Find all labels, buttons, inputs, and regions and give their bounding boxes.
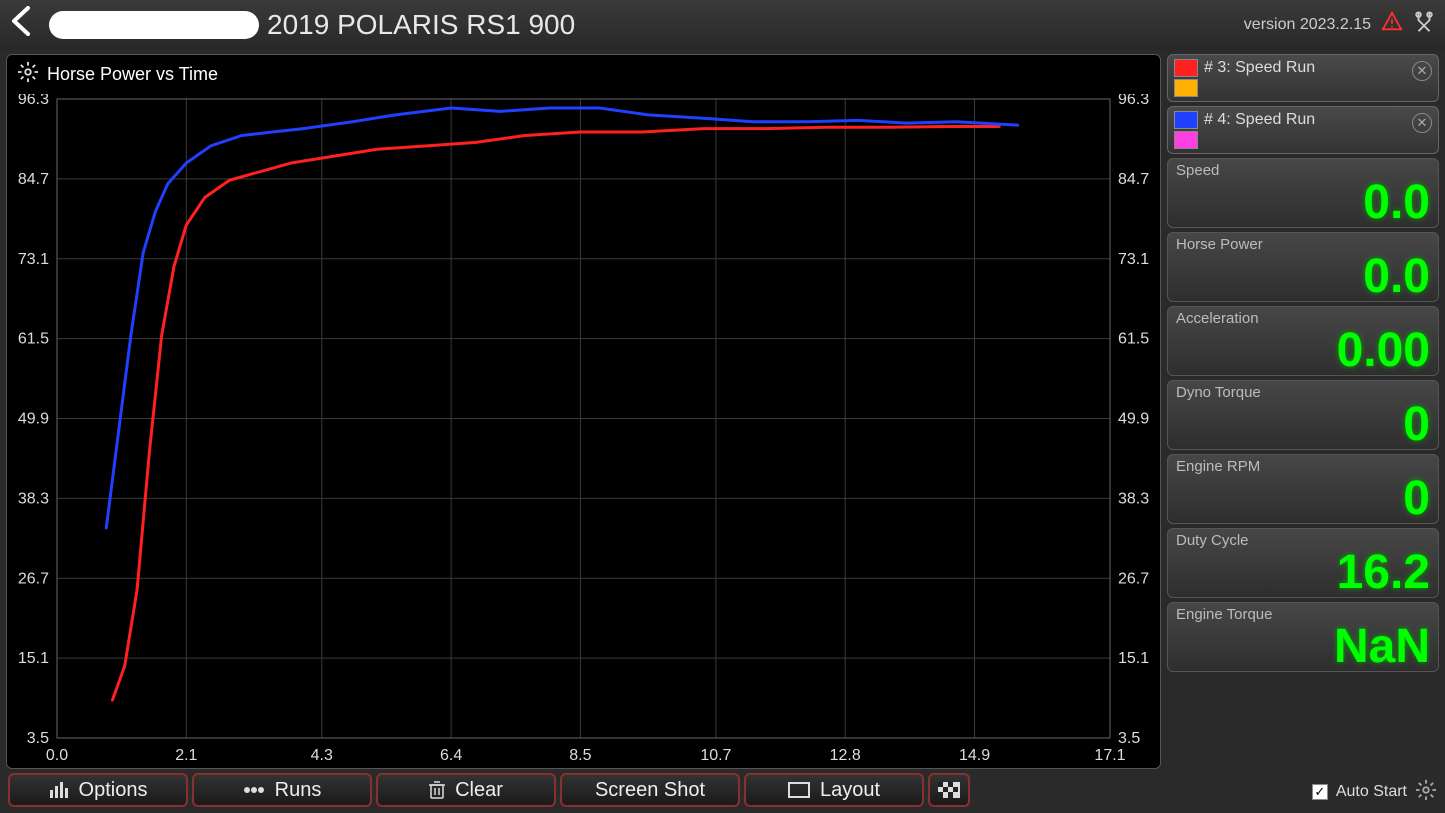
runs-button[interactable]: Runs: [192, 773, 372, 807]
close-icon[interactable]: ✕: [1412, 113, 1432, 133]
svg-text:8.5: 8.5: [569, 747, 591, 764]
svg-text:14.9: 14.9: [959, 747, 990, 764]
svg-text:2.1: 2.1: [175, 747, 197, 764]
svg-text:6.4: 6.4: [440, 747, 462, 764]
dots-icon: [243, 786, 265, 794]
svg-text:26.7: 26.7: [18, 570, 49, 587]
metric-value: 0: [1176, 401, 1430, 449]
hp-chart[interactable]: 0.02.14.36.48.510.712.814.917.13.53.515.…: [7, 94, 1160, 768]
metric-value: 16.2: [1176, 549, 1430, 597]
svg-text:61.5: 61.5: [1118, 331, 1149, 348]
metric-card[interactable]: Speed 0.0: [1167, 158, 1439, 228]
svg-text:38.3: 38.3: [18, 490, 49, 507]
svg-text:3.5: 3.5: [27, 730, 49, 747]
svg-text:49.9: 49.9: [1118, 411, 1149, 428]
run-swatch-primary: [1174, 59, 1198, 77]
metric-value: 0.0: [1176, 179, 1430, 227]
run-card[interactable]: # 4: Speed Run ✕: [1167, 106, 1439, 154]
svg-text:17.1: 17.1: [1094, 747, 1125, 764]
checkered-flag-icon: [938, 782, 960, 798]
tools-icon[interactable]: [1413, 11, 1435, 39]
svg-text:96.3: 96.3: [1118, 94, 1149, 108]
metric-card[interactable]: Acceleration 0.00: [1167, 306, 1439, 376]
chart-container: Horse Power vs Time 0.0 2.1 4.3 6.4 8.5 10.7 1…: [6, 54, 1161, 769]
metric-value: 0.0: [1176, 253, 1430, 301]
svg-text:96.3: 96.3: [18, 94, 49, 108]
warning-icon[interactable]: [1381, 11, 1403, 39]
svg-text:84.7: 84.7: [1118, 171, 1149, 188]
bars-icon: [49, 782, 69, 798]
metric-card[interactable]: Duty Cycle 16.2: [1167, 528, 1439, 598]
sidebar: # 3: Speed Run ✕ # 4: Speed Run ✕ Speed …: [1165, 50, 1445, 813]
trash-icon: [429, 781, 445, 799]
metric-card[interactable]: Dyno Torque 0: [1167, 380, 1439, 450]
chart-title: Horse Power vs Time: [47, 64, 218, 85]
run-swatch-secondary: [1174, 131, 1198, 149]
metric-card[interactable]: Horse Power 0.0: [1167, 232, 1439, 302]
layout-button[interactable]: Layout: [744, 773, 924, 807]
metric-value: NaN: [1176, 623, 1430, 671]
options-button[interactable]: Options: [8, 773, 188, 807]
svg-text:15.1: 15.1: [18, 650, 49, 667]
run-label: # 4: Speed Run: [1204, 111, 1315, 129]
svg-text:73.1: 73.1: [1118, 251, 1149, 268]
toolbar: Options Runs Clear Screen Shot Layout: [6, 769, 1161, 809]
svg-text:73.1: 73.1: [18, 251, 49, 268]
version-label: version 2023.2.15: [1244, 16, 1371, 34]
rect-icon: [788, 782, 810, 798]
metric-card[interactable]: Engine RPM 0: [1167, 454, 1439, 524]
page-title: 2019 POLARIS RS1 900: [267, 9, 575, 41]
chart-settings-icon[interactable]: [17, 61, 39, 88]
svg-text:3.5: 3.5: [1118, 730, 1140, 747]
metric-label: Dyno Torque: [1176, 384, 1430, 401]
svg-text:12.8: 12.8: [830, 747, 861, 764]
svg-text:61.5: 61.5: [18, 331, 49, 348]
metric-label: Engine RPM: [1176, 458, 1430, 475]
run-swatch-primary: [1174, 111, 1198, 129]
close-icon[interactable]: ✕: [1412, 61, 1432, 81]
redacted-logo: [49, 11, 259, 39]
svg-text:84.7: 84.7: [18, 171, 49, 188]
metric-value: 0: [1176, 475, 1430, 523]
svg-text:38.3: 38.3: [1118, 490, 1149, 507]
clear-button[interactable]: Clear: [376, 773, 556, 807]
run-label: # 3: Speed Run: [1204, 59, 1315, 77]
run-card[interactable]: # 3: Speed Run ✕: [1167, 54, 1439, 102]
svg-text:15.1: 15.1: [1118, 650, 1149, 667]
auto-start-label: Auto Start: [1336, 783, 1407, 801]
svg-text:4.3: 4.3: [311, 747, 333, 764]
header-bar: 2019 POLARIS RS1 900 version 2023.2.15: [0, 0, 1445, 50]
svg-text:0.0: 0.0: [46, 747, 68, 764]
settings-gear-icon[interactable]: [1415, 779, 1437, 806]
flag-button[interactable]: [928, 773, 970, 807]
run-swatch-secondary: [1174, 79, 1198, 97]
auto-start-checkbox[interactable]: ✓: [1312, 784, 1328, 800]
back-button[interactable]: [10, 6, 34, 44]
svg-text:10.7: 10.7: [700, 747, 731, 764]
svg-text:26.7: 26.7: [1118, 570, 1149, 587]
metric-card[interactable]: Engine Torque NaN: [1167, 602, 1439, 672]
screenshot-button[interactable]: Screen Shot: [560, 773, 740, 807]
svg-text:49.9: 49.9: [18, 411, 49, 428]
metric-value: 0.00: [1176, 327, 1430, 375]
